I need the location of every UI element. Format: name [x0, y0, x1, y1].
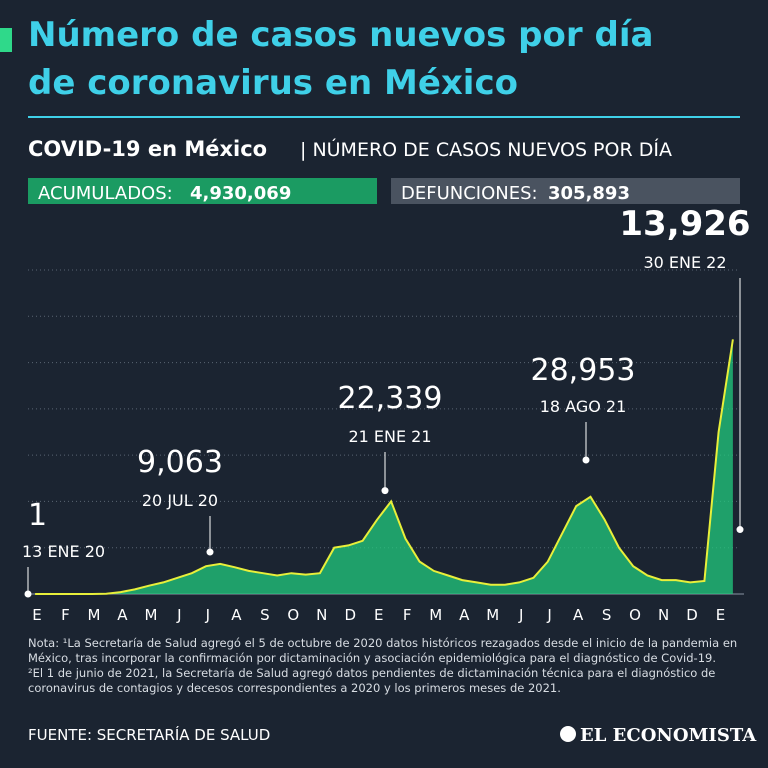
- x-tick-label: M: [486, 606, 499, 624]
- x-tick-label: N: [316, 606, 327, 624]
- note: ²El 1 de junio de 2021, la Secretaría de…: [28, 666, 716, 695]
- total-value: 4,930,069: [190, 183, 291, 204]
- x-tick-label: E: [716, 606, 725, 624]
- total-label: ACUMULADOS:: [38, 183, 173, 204]
- x-tick-label: M: [144, 606, 157, 624]
- area: [35, 339, 733, 594]
- accent: [0, 28, 12, 52]
- subtitle: COVID-19 en México: [28, 137, 267, 161]
- x-tick-label: M: [87, 606, 100, 624]
- total-label: DEFUNCIONES:: [401, 183, 538, 204]
- annotation-date: 21 ENE 21: [348, 427, 431, 446]
- x-tick-label: J: [518, 606, 523, 624]
- x-tick-label: F: [61, 606, 70, 624]
- annotation-value: 1: [28, 498, 47, 533]
- logo-icon: [560, 726, 576, 742]
- x-tick-label: A: [231, 606, 242, 624]
- annotation-dot: [24, 590, 32, 598]
- source: FUENTE: SECRETARÍA DE SALUD: [28, 725, 270, 744]
- x-tick-label: A: [117, 606, 128, 624]
- x-tick-label: J: [205, 606, 210, 624]
- x-tick-label: E: [32, 606, 41, 624]
- x-tick-label: F: [403, 606, 412, 624]
- x-tick-label: A: [573, 606, 584, 624]
- annotation-date: 13 ENE 20: [22, 542, 105, 561]
- annotation-dot: [206, 548, 214, 556]
- annotation-dot: [381, 487, 389, 495]
- x-tick-label: S: [260, 606, 270, 624]
- annotation-date: 18 AGO 21: [540, 397, 627, 416]
- annotation-date: 20 JUL 20: [142, 491, 218, 510]
- x-tick-label: D: [344, 606, 356, 624]
- total-value: 305,893: [548, 183, 630, 204]
- subtitle-detail: | NÚMERO DE CASOS NUEVOS POR DÍA: [300, 137, 672, 161]
- title-line: de coronavirus en México: [28, 63, 518, 103]
- annotation-date: 30 ENE 22: [643, 253, 726, 272]
- x-tick-label: S: [602, 606, 612, 624]
- note: Nota: ¹La Secretaría de Salud agregó el …: [28, 636, 738, 665]
- x-tick-label: O: [629, 606, 641, 624]
- x-tick-label: A: [459, 606, 470, 624]
- annotation-dot: [736, 526, 744, 534]
- logo: EL ECONOMISTA: [580, 725, 757, 746]
- x-tick-label: J: [546, 606, 551, 624]
- annotation-value: 13,926: [619, 204, 750, 244]
- x-tick-label: N: [658, 606, 669, 624]
- x-tick-label: O: [287, 606, 299, 624]
- x-tick-label: D: [686, 606, 698, 624]
- x-tick-label: J: [176, 606, 181, 624]
- annotation-value: 9,063: [137, 445, 223, 480]
- title-line: Número de casos nuevos por día: [28, 15, 653, 55]
- annotation-value: 28,953: [531, 353, 636, 388]
- notes: Nota: ¹La Secretaría de Salud agregó el …: [28, 636, 743, 696]
- line: [35, 339, 734, 595]
- annotation-value: 22,339: [338, 381, 443, 416]
- total-box: [391, 178, 740, 204]
- x-tick-label: E: [374, 606, 383, 624]
- annotation-dot: [582, 456, 590, 464]
- x-tick-label: M: [429, 606, 442, 624]
- total-box: [28, 178, 377, 204]
